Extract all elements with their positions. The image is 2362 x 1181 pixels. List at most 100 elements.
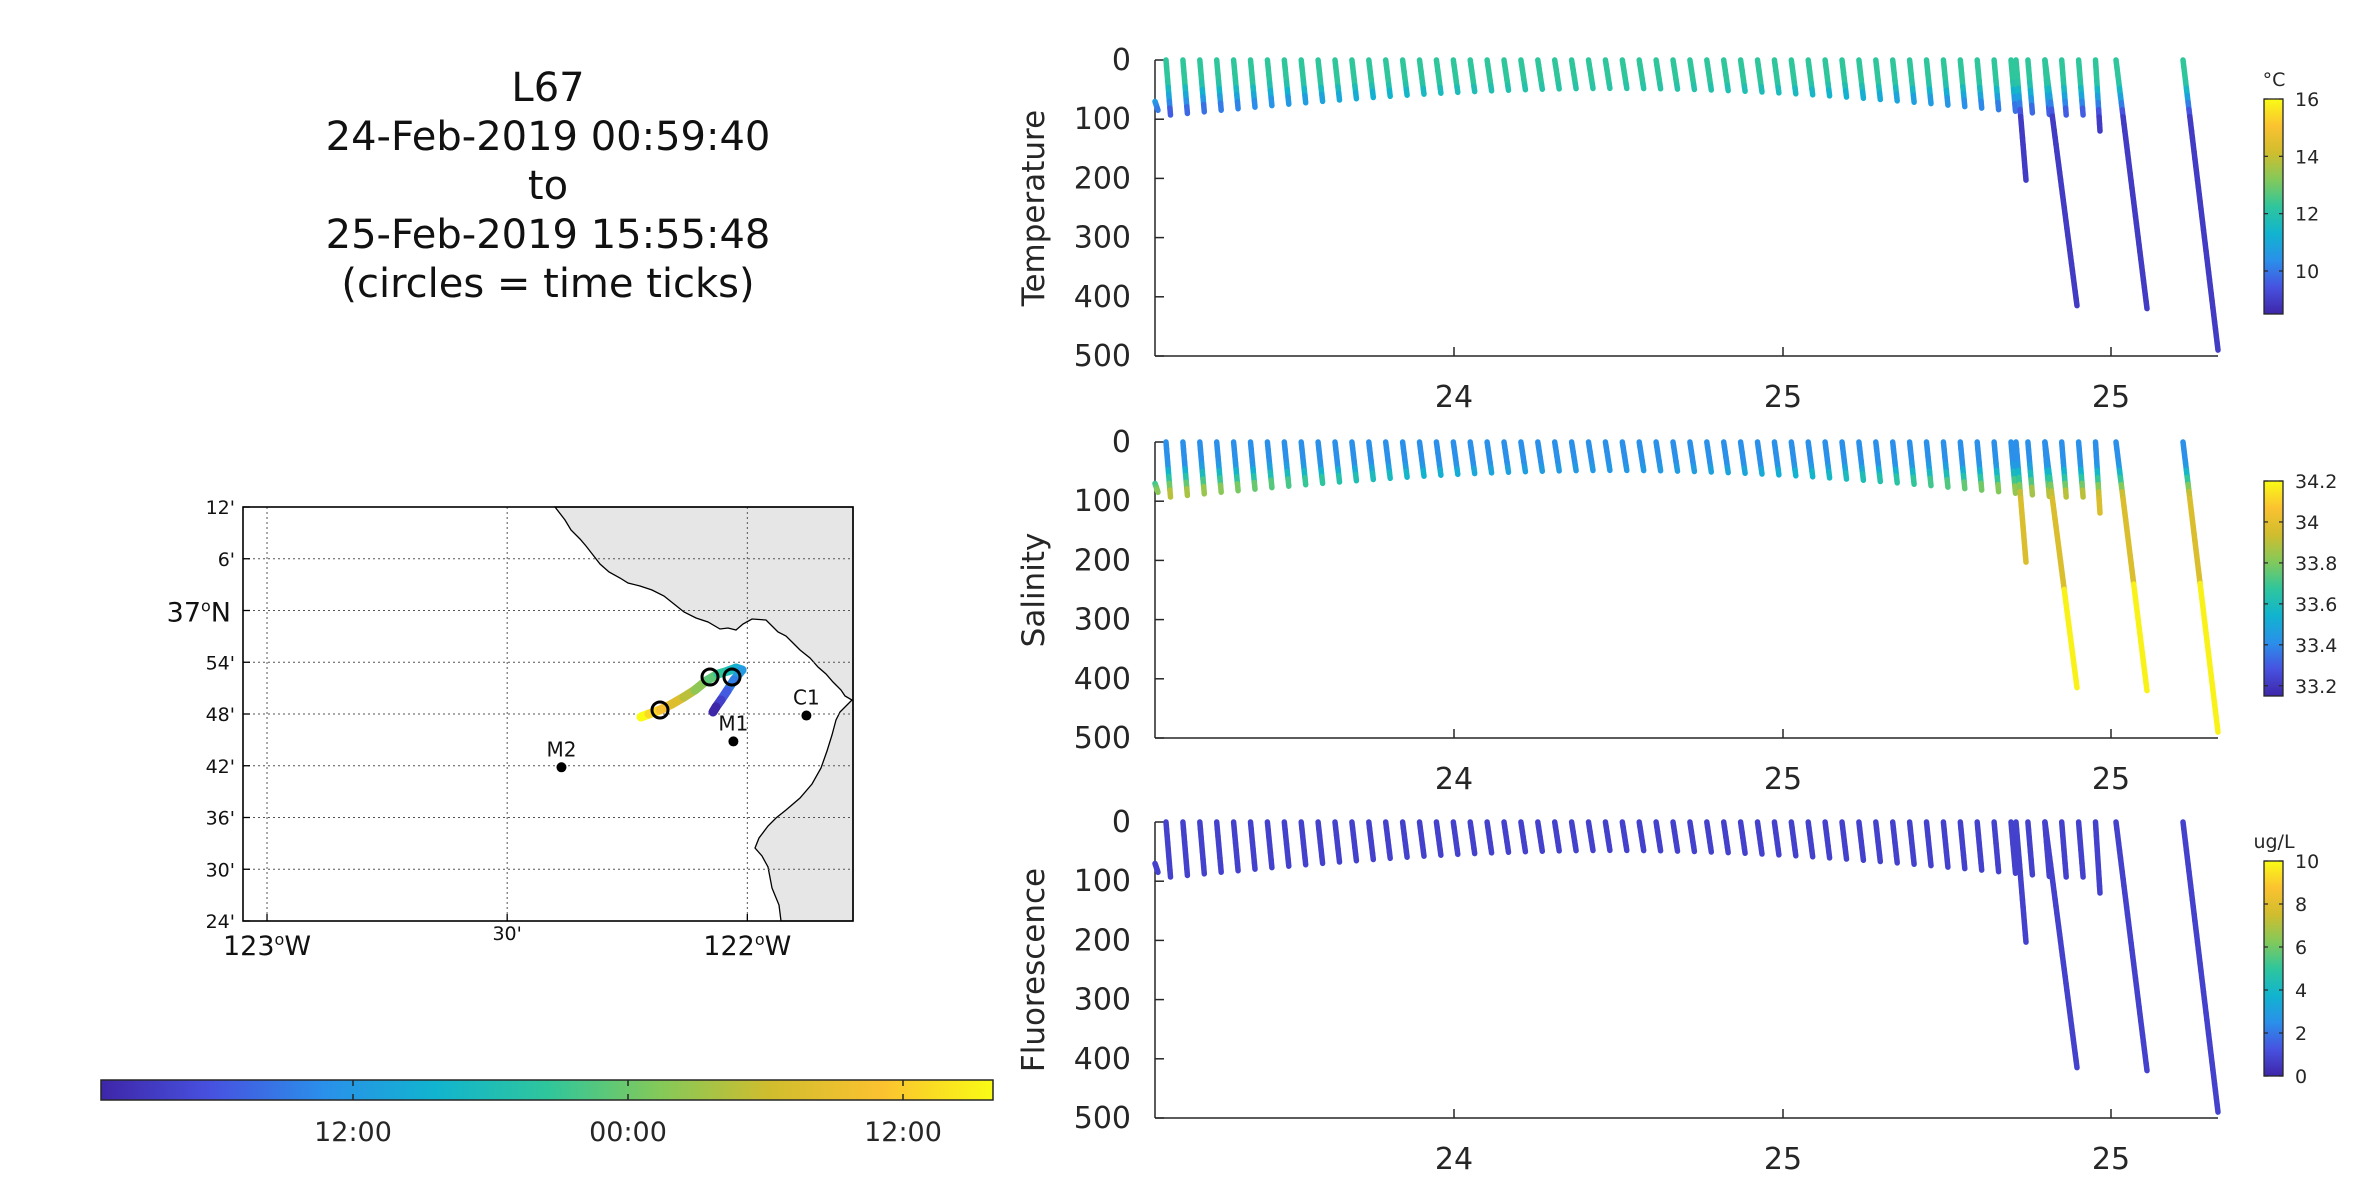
profile-segment [1910,854,1917,867]
profile-segment [1555,463,1562,474]
lon-label: 122oW [703,930,791,962]
profile-segment [1910,92,1917,105]
profile-segment [1741,465,1748,477]
profile-segment [1521,81,1529,93]
mooring-stations: M2 M1 C1 [546,686,820,773]
profile-segment [1606,462,1613,474]
profile-segment [1724,464,1731,476]
colorbar-tick-label: 33.8 [2295,553,2337,575]
profile-panel-temperature: 0 100 200 300 400 500 24 25 25 Temperature °C 16 14 1… [1016,43,2319,415]
y-axis-title: Fluorescence [1016,868,1052,1072]
profile-segment [1640,843,1647,854]
profile-segment [1589,842,1596,854]
colorbar-tick-label: 16 [2295,89,2319,111]
map-grid [243,507,853,921]
profile-segment [1995,99,2002,113]
profile-segment [1167,867,1174,880]
lat-label: 6' [218,549,235,571]
profile-segment [1538,463,1546,475]
y-tick-label: 200 [1074,923,1131,958]
profile-segment [1893,853,1900,866]
profile-segment [2073,1057,2080,1071]
profile-segment [1234,861,1241,874]
profile-segment [1927,93,1934,107]
y-tick-label: 0 [1112,43,1131,78]
colorbar-tick-label: 33.4 [2295,635,2337,657]
x-tick-label: 24 [1435,1142,1473,1177]
profile-segment [1876,90,1884,103]
profile-segment [1724,844,1731,856]
y-axis-title: Salinity [1016,533,1052,648]
profile-segment [1319,473,1326,487]
profile-segment [1809,848,1816,860]
colorbar-unit: °C [2263,69,2286,91]
profile-segment [2062,867,2069,880]
profile-segment [1251,859,1258,872]
profile-segment [1674,81,1681,92]
profile-segment [1437,84,1444,96]
x-tick-label: 24 [1435,380,1473,415]
profile-segment [2143,298,2150,312]
time-colorbar-ticks: 12:00 00:00 12:00 [314,1080,942,1148]
profile-segment [1775,466,1782,478]
lat-label: 37oN [167,597,231,629]
degree-symbol: o [201,597,211,616]
profile-segment [1505,844,1512,855]
profile-segment [1319,853,1326,867]
lon-label-degree-text: 123 [223,931,275,962]
glider-name: L67 [511,65,585,111]
profile-data [1152,819,2221,1115]
profile-segment [2143,680,2150,694]
profile-segment [1843,88,1850,100]
profile-segment [1657,843,1664,854]
colorbar-tick-label: 14 [2295,146,2319,168]
profile-segment [1217,862,1224,876]
profile-segment [1217,100,1224,114]
profile-segment [2012,863,2019,877]
profile-segment [1995,481,2002,495]
colorbar-tick-label: 10 [2295,261,2319,283]
profile-segment [1944,476,1951,490]
profile-segment [1167,105,1174,118]
colorbar-tick-label: 12 [2295,204,2319,226]
time-tick-circle [650,700,670,720]
profile-segment [1927,475,1934,489]
profile-segment [1154,106,1161,114]
y-tick-label: 200 [1074,161,1131,196]
profile-segment [1690,463,1698,475]
lat-label: 12' [206,497,235,519]
profile-segment [1488,82,1495,94]
profile-segment [1826,849,1833,861]
profile-segment [1352,471,1360,484]
profile-segment [1200,863,1208,877]
profile-segment [1572,463,1579,474]
profile-segment [2143,1060,2150,1074]
profile-segment [1471,845,1478,857]
profile-segment [1758,845,1765,857]
profile-segment [1154,488,1161,496]
y-tick-label: 400 [1074,1042,1131,1077]
profile-segment [1454,84,1461,96]
profile-segment [1437,466,1444,478]
profile-segment [2022,170,2029,183]
colorbar-tick-label: 33.6 [2295,594,2337,616]
profile-segment [1200,101,1208,115]
profile-segment [1809,86,1816,98]
profile-segment [1893,473,1900,486]
profile-segment [2012,101,2019,115]
profile-segment [2029,864,2036,878]
profile-segment [1403,86,1410,98]
time-tick-circle [700,667,720,687]
profile-segment [1978,480,1985,493]
profile-segment [1623,842,1630,854]
colorbar-tick-label: 6 [2295,937,2307,959]
profile-segment [1454,466,1461,478]
time-colorbar-label: 12:00 [314,1117,392,1148]
lon-label: 30' [492,923,521,945]
profile-segment [1336,472,1343,485]
profile-segment [1843,850,1850,862]
y-tick-label: 0 [1112,805,1131,840]
profile-segment [1826,469,1833,481]
